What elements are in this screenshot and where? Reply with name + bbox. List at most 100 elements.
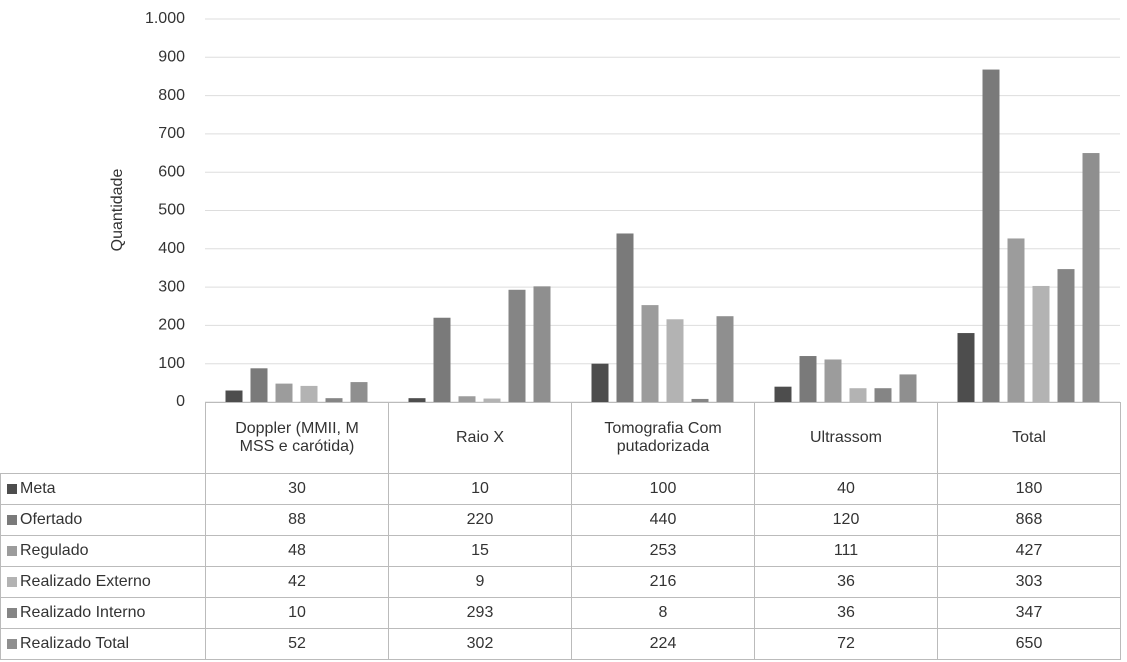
- category-label: Ultrassom: [754, 402, 938, 474]
- bar: [483, 398, 501, 402]
- y-axis-label: Quantidade: [109, 169, 126, 252]
- series-row: Ofertado 88 220 440 120 868: [0, 504, 1121, 536]
- legend-swatch: [7, 483, 17, 494]
- category-label: Total: [937, 402, 1121, 474]
- y-tick-label: 100: [158, 355, 185, 372]
- bar: [408, 398, 426, 402]
- y-tick-label: 700: [158, 125, 185, 142]
- series-row: Realizado Interno 10 293 8 36 347: [0, 597, 1121, 629]
- value-cell: 303: [937, 566, 1121, 598]
- value-cell: 40: [754, 473, 938, 505]
- bar: [350, 382, 368, 402]
- value-cell: 427: [937, 535, 1121, 567]
- value-cell: 42: [205, 566, 389, 598]
- value-cell: 10: [205, 597, 389, 629]
- y-tick-label: 500: [158, 202, 185, 219]
- bar: [716, 316, 734, 402]
- legend-swatch: [7, 514, 17, 525]
- legend-label: Meta: [20, 480, 56, 497]
- value-cell: 440: [571, 504, 755, 536]
- series-row: Regulado 48 15 253 111 427: [0, 535, 1121, 567]
- value-cell: 253: [571, 535, 755, 567]
- bar: [325, 398, 343, 402]
- value-cell: 8: [571, 597, 755, 629]
- legend-swatch: [7, 545, 17, 556]
- value-cell: 120: [754, 504, 938, 536]
- bar: [1082, 153, 1100, 402]
- bar: [874, 388, 892, 402]
- bar: [458, 396, 476, 402]
- bar: [225, 390, 243, 402]
- series-row: Realizado Externo 42 9 216 36 303: [0, 566, 1121, 598]
- bar: [275, 383, 293, 402]
- value-cell: 293: [388, 597, 572, 629]
- series-row: Meta 30 10 100 40 180: [0, 473, 1121, 505]
- category-label: Tomografia Computadorizada: [571, 402, 755, 474]
- value-cell: 216: [571, 566, 755, 598]
- category-label: Raio X: [388, 402, 572, 474]
- value-cell: 36: [754, 597, 938, 629]
- value-cell: 88: [205, 504, 389, 536]
- value-cell: 10: [388, 473, 572, 505]
- legend-label: Realizado Externo: [20, 573, 151, 590]
- bar: [641, 305, 659, 402]
- bar: [824, 359, 842, 402]
- value-cell: 347: [937, 597, 1121, 629]
- y-tick-label: 400: [158, 240, 185, 257]
- series-row: Realizado Total 52 302 224 72 650: [0, 628, 1121, 660]
- y-tick-label: 800: [158, 87, 185, 104]
- value-cell: 9: [388, 566, 572, 598]
- value-cell: 36: [754, 566, 938, 598]
- bar: [957, 333, 975, 402]
- legend-swatch: [7, 576, 17, 587]
- bar: [1057, 269, 1075, 402]
- data-table: Doppler (MMII, MMSS e carótida) Raio X Tom…: [0, 402, 1121, 660]
- bar: [616, 233, 634, 402]
- value-cell: 111: [754, 535, 938, 567]
- y-tick-label: 600: [158, 163, 185, 180]
- bar: [799, 356, 817, 402]
- bar: [691, 398, 709, 402]
- legend-entry: Ofertado: [0, 504, 206, 536]
- y-tick-label: 1.000: [145, 10, 185, 27]
- value-cell: 220: [388, 504, 572, 536]
- bar: [250, 368, 268, 402]
- legend-swatch: [7, 638, 17, 649]
- bar: [433, 317, 451, 402]
- legend-label: Realizado Interno: [20, 604, 146, 621]
- bar: [591, 363, 609, 402]
- value-cell: 868: [937, 504, 1121, 536]
- bar: [1032, 285, 1050, 402]
- category-label: Doppler (MMII, MMSS e carótida): [205, 402, 389, 474]
- legend-entry: Realizado Interno: [0, 597, 206, 629]
- header-row: Doppler (MMII, MMSS e carótida) Raio X Tom…: [1, 402, 1121, 474]
- legend-swatch: [7, 607, 17, 618]
- value-cell: 302: [388, 628, 572, 660]
- bar: [774, 386, 792, 402]
- value-cell: 72: [754, 628, 938, 660]
- legend-entry: Meta: [0, 473, 206, 505]
- value-cell: 180: [937, 473, 1121, 505]
- legend-label: Ofertado: [20, 511, 83, 528]
- legend-entry: Realizado Externo: [0, 566, 206, 598]
- value-cell: 650: [937, 628, 1121, 660]
- corner: [1, 403, 206, 474]
- legend-label: Realizado Total: [20, 635, 130, 652]
- bar: [300, 385, 318, 402]
- value-cell: 15: [388, 535, 572, 567]
- bar: [666, 319, 684, 402]
- value-cell: 100: [571, 473, 755, 505]
- bar: [1007, 238, 1025, 402]
- value-cell: 52: [205, 628, 389, 660]
- legend-entry: Realizado Total: [0, 628, 206, 660]
- bar: [849, 388, 867, 402]
- value-cell: 48: [205, 535, 389, 567]
- value-cell: 224: [571, 628, 755, 660]
- y-tick-label: 0: [176, 393, 185, 410]
- legend-entry: Regulado: [0, 535, 206, 567]
- bar: [533, 286, 551, 402]
- bar: [899, 374, 917, 402]
- bar: [508, 289, 526, 402]
